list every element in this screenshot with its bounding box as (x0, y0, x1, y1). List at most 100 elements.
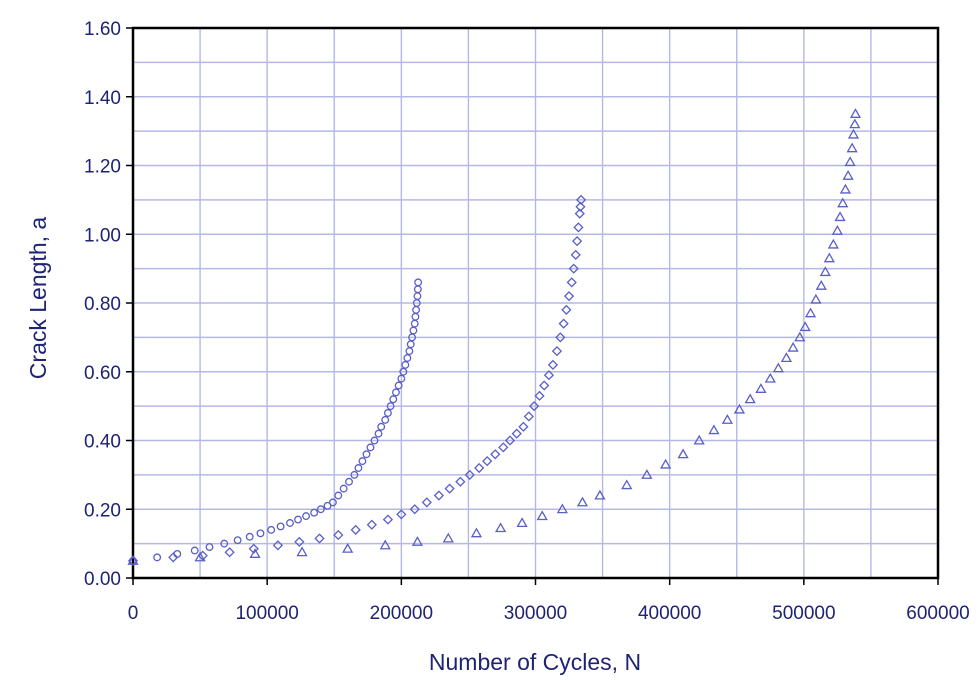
diamond-point (574, 208, 585, 219)
triangle-point (721, 414, 733, 424)
triangle-point (810, 293, 822, 304)
circle-point (392, 388, 400, 397)
triangle-point (576, 496, 589, 507)
triangle-point (442, 532, 454, 543)
circle-point (403, 354, 412, 362)
circle-point (383, 409, 392, 417)
y-tick-label: 0.00 (84, 569, 121, 590)
diamond-point (568, 263, 579, 274)
diamond-point (539, 380, 550, 391)
x-tick-label: 600000 (906, 603, 969, 624)
triangle-point (594, 489, 606, 500)
triangle-point (379, 539, 391, 550)
diamond-point (566, 277, 577, 288)
diamond-point (474, 462, 485, 474)
triangle-point (815, 280, 827, 290)
diamond-point (573, 222, 584, 233)
triangle-point (411, 536, 424, 546)
x-tick-label: 100000 (235, 603, 298, 624)
diamond-point (570, 249, 581, 260)
triangle-point (780, 352, 793, 363)
triangle-point (842, 170, 854, 180)
diamond-point (464, 469, 475, 480)
diamond-point (571, 236, 583, 247)
circle-point (339, 484, 348, 493)
circle-point (153, 553, 162, 562)
diamond-point (551, 346, 563, 357)
circle-point (397, 374, 406, 383)
circle-point (245, 532, 254, 541)
diamond-point (314, 533, 325, 544)
triangle-point (516, 517, 528, 528)
triangle-point (787, 341, 799, 352)
triangle-point (844, 156, 856, 167)
triangle-point (708, 424, 720, 435)
circle-point (190, 546, 199, 555)
circle-point (334, 491, 343, 500)
triangle-point (641, 469, 653, 479)
triangle-point (470, 527, 483, 538)
triangle-point (127, 555, 139, 565)
y-tick-label: 0.40 (84, 432, 121, 453)
diamond-point (396, 509, 407, 520)
triangle-point (831, 225, 843, 235)
circle-series (129, 278, 423, 565)
triangle-point (794, 331, 806, 342)
circle-point (173, 549, 182, 558)
circle-point (276, 522, 285, 531)
triangle-point (827, 238, 839, 249)
diamond-point (529, 401, 540, 412)
triangle-point (194, 551, 206, 562)
x-tick-label: 300000 (504, 603, 567, 624)
x-axis-ticks: 0 100000 200000 300000 400000 500000 600000 (128, 578, 970, 624)
data-points (127, 108, 862, 566)
diamond-point (421, 497, 432, 508)
circle-point (220, 539, 229, 548)
circle-point (328, 498, 337, 507)
circle-point (401, 360, 410, 369)
diamond-point (504, 435, 516, 446)
diamond-point (482, 456, 493, 467)
circle-point (294, 515, 302, 524)
triangle-point (772, 362, 784, 373)
diamond-point (350, 524, 361, 535)
diamond-point (444, 483, 455, 494)
circle-point (389, 395, 398, 404)
circle-point (413, 292, 422, 301)
triangle-point (755, 383, 767, 393)
triangle-point (342, 542, 354, 553)
diamond-point (555, 332, 566, 343)
circle-point (377, 422, 386, 431)
y-tick-label: 1.40 (84, 88, 121, 109)
diamond-point (382, 514, 394, 525)
triangle-point (804, 307, 817, 318)
circle-point (345, 477, 353, 486)
triangle-point (819, 266, 831, 277)
circle-point (414, 278, 423, 287)
diamond-point (563, 291, 575, 302)
triangle-point (556, 503, 568, 514)
triangle-point (733, 403, 746, 414)
triangle-point (846, 142, 858, 153)
circle-point (410, 319, 419, 328)
triangle-point (849, 108, 862, 118)
diamond-point (490, 449, 501, 460)
circle-point (233, 536, 242, 545)
x-tick-label: 400000 (638, 603, 701, 624)
circle-point (310, 508, 319, 517)
circle-point (374, 429, 383, 438)
diamond-point (333, 529, 344, 541)
diamond-point (534, 390, 545, 401)
diamond-point (409, 504, 420, 515)
triangle-series (127, 108, 862, 565)
gridlines (133, 28, 938, 578)
diamond-point (558, 318, 569, 329)
triangle-point (660, 458, 672, 469)
triangle-point (799, 321, 811, 332)
circle-point (286, 519, 294, 527)
circle-point (381, 415, 390, 424)
diamond-point (168, 552, 179, 563)
circle-point (267, 525, 276, 534)
diamond-point (543, 370, 555, 381)
